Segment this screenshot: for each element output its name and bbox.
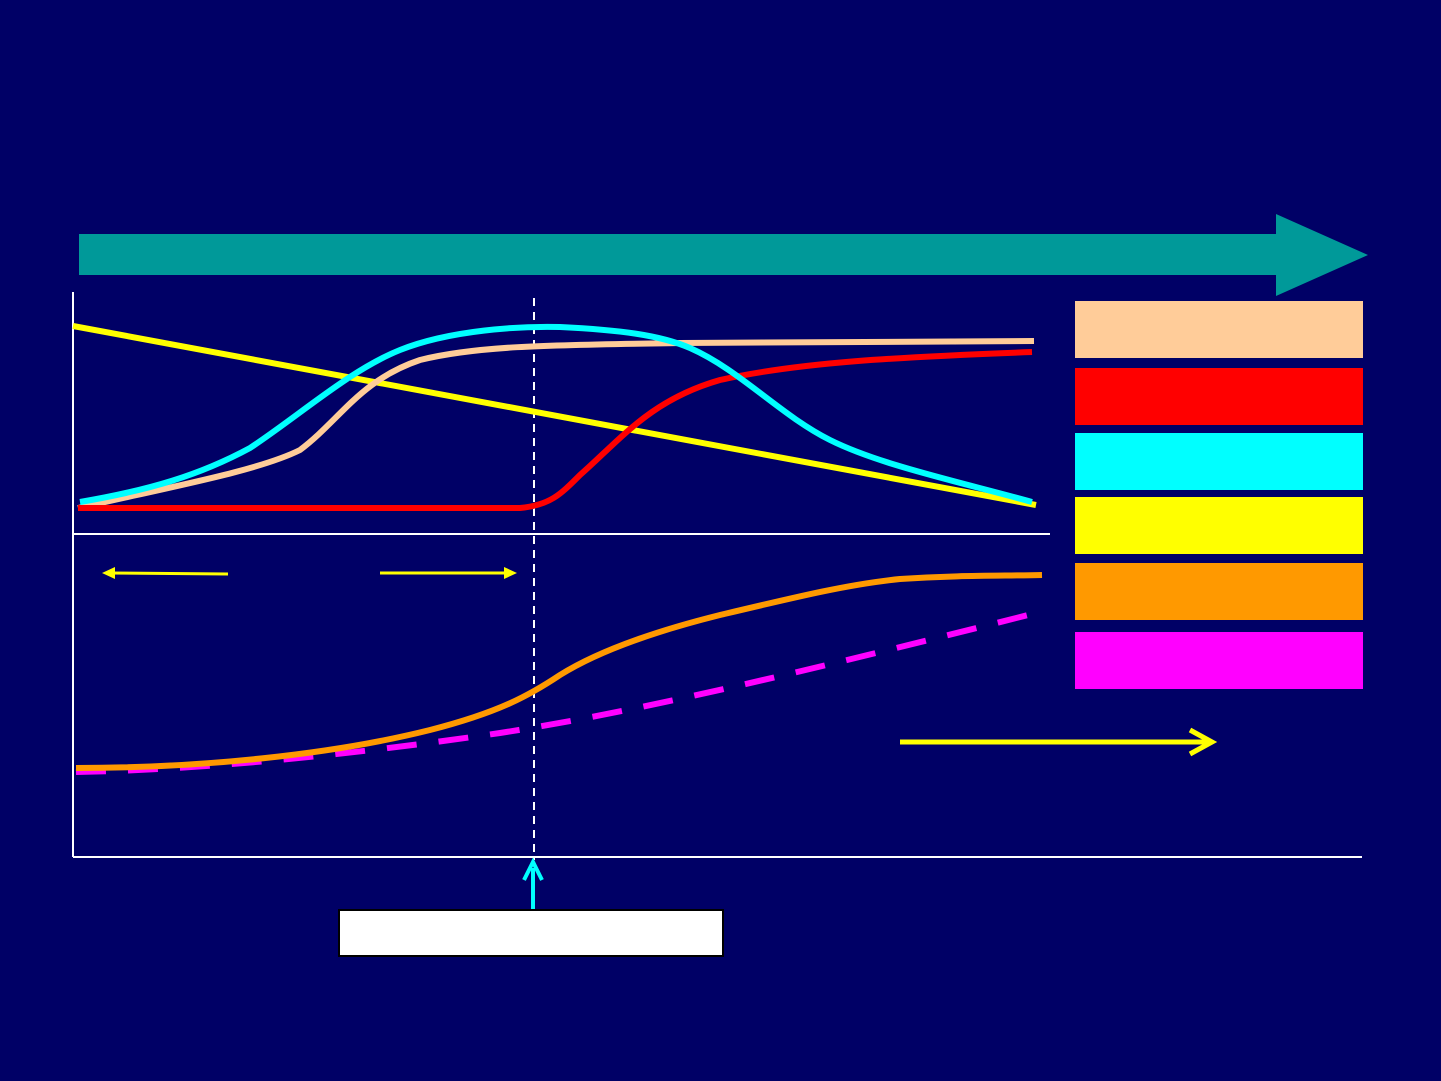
left-arrow	[102, 567, 229, 579]
legend-box-yellow	[1075, 497, 1363, 554]
threshold-label-box	[338, 909, 724, 957]
long-right-arrow	[900, 727, 1218, 757]
pointer-up-arrow	[522, 857, 544, 912]
right-arrow	[380, 567, 517, 579]
series-magenta-dashed-line	[75, 609, 1041, 775]
legend-box-cyan	[1075, 433, 1363, 490]
series-peach-line	[77, 338, 1035, 511]
series-cyan-line	[79, 323, 1033, 505]
legend-box-magenta	[1075, 632, 1363, 689]
timeline-arrow	[79, 214, 1368, 296]
series-red-line	[78, 349, 1033, 511]
legend-box-orange	[1075, 563, 1363, 620]
series-orange-line	[75, 572, 1043, 771]
legend-box-red	[1075, 368, 1363, 425]
legend-box-peach	[1075, 301, 1363, 358]
series-yellow-line	[72, 323, 1037, 508]
